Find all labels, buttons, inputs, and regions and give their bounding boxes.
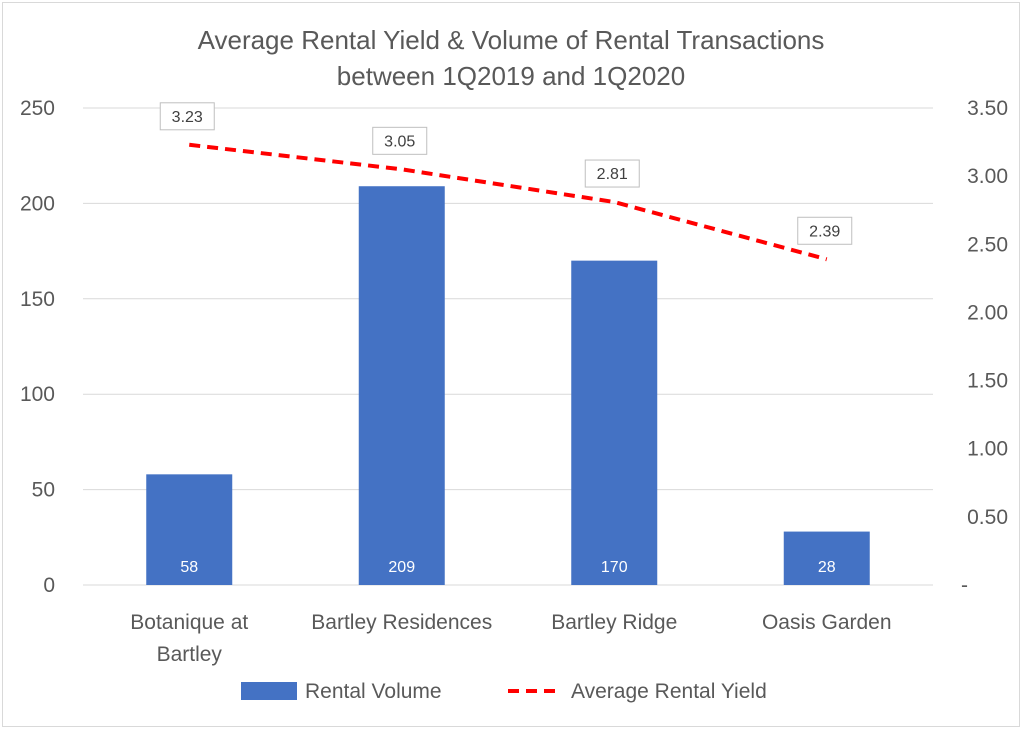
- x-category-label: Bartley Ridge: [551, 611, 677, 634]
- y-right-tick-label: -: [961, 574, 968, 597]
- y-right-tick-label: 3.50: [967, 97, 1008, 120]
- y-left-tick-label: 150: [20, 288, 55, 311]
- x-category-label: Oasis Garden: [762, 611, 892, 634]
- y-left-tick-label: 100: [20, 383, 55, 406]
- y-left-tick-label: 200: [20, 192, 55, 215]
- y-right-tick-label: 2.00: [967, 301, 1008, 324]
- bar: [571, 260, 658, 585]
- yield-line: [189, 142, 828, 262]
- combo-chart: Average Rental Yield & Volume of Rental …: [20, 25, 1008, 703]
- chart-title-line: between 1Q2019 and 1Q2020: [337, 61, 685, 91]
- legend-line-label: Average Rental Yield: [571, 680, 767, 703]
- bar-data-label: 170: [601, 559, 628, 576]
- line-data-label: 3.23: [172, 109, 203, 126]
- y-left-tick-label: 250: [20, 97, 55, 120]
- chart-title-line: Average Rental Yield & Volume of Rental …: [198, 25, 825, 55]
- line-data-label: 3.05: [384, 133, 415, 150]
- legend-bar-label: Rental Volume: [305, 680, 442, 703]
- bar-data-label: 58: [180, 559, 198, 576]
- bar: [146, 474, 233, 585]
- y-left-tick-label: 50: [32, 479, 55, 502]
- legend-bar-swatch: [241, 682, 297, 700]
- bar: [783, 531, 870, 585]
- y-right-tick-label: 1.50: [967, 370, 1008, 393]
- line-label-box: [159, 102, 215, 131]
- y-right-tick-label: 0.50: [967, 506, 1008, 529]
- y-right-tick-label: 3.00: [967, 165, 1008, 188]
- bar: [358, 186, 445, 585]
- y-right-tick-label: 2.50: [967, 233, 1008, 256]
- bar-data-label: 28: [818, 559, 836, 576]
- y-right-tick-label: 1.00: [967, 438, 1008, 461]
- x-category-label: Bartley Residences: [311, 611, 492, 634]
- line-data-label: 2.39: [809, 223, 840, 240]
- x-category-label: Bartley: [157, 643, 223, 666]
- bar-data-label: 209: [388, 559, 415, 576]
- y-left-tick-label: 0: [43, 574, 55, 597]
- line-data-label: 2.81: [597, 166, 628, 183]
- line-label-box: [372, 126, 428, 155]
- x-category-label: Botanique at: [130, 611, 248, 634]
- line-label-box: [584, 159, 640, 188]
- line-label-box: [797, 216, 853, 245]
